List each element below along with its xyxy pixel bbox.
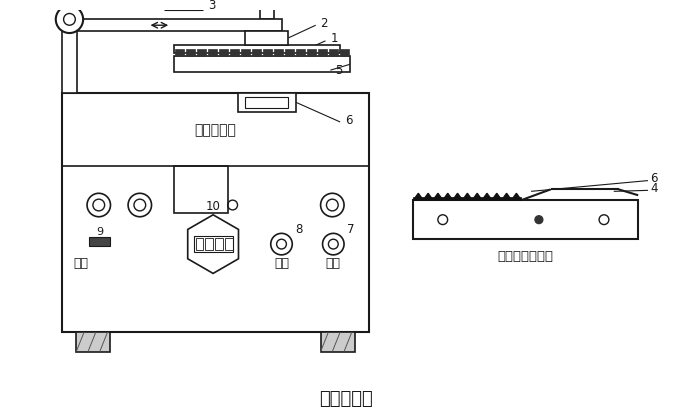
Bar [320,332,355,352]
Bar [340,49,349,56]
Bar [174,166,228,213]
Bar [296,49,305,56]
Bar [62,93,370,332]
Text: 7: 7 [347,223,354,236]
Text: 5: 5 [335,64,343,77]
Circle shape [535,216,543,223]
Bar [89,237,111,246]
Text: 1: 1 [330,32,338,45]
Polygon shape [472,193,482,200]
Polygon shape [443,193,453,200]
Bar [230,49,239,56]
Bar [62,19,78,93]
Polygon shape [462,193,472,200]
Bar [263,49,272,56]
Bar [241,49,250,56]
Polygon shape [482,193,492,200]
Polygon shape [433,193,443,200]
Bar [208,49,217,56]
Text: 织物起球仪: 织物起球仪 [319,389,373,407]
Polygon shape [453,193,462,200]
Text: 9: 9 [96,227,103,237]
Bar [252,49,261,56]
Polygon shape [492,193,502,200]
Bar [329,49,338,56]
Bar [174,45,340,52]
Text: 6: 6 [650,172,657,185]
Bar [246,97,289,108]
Bar [186,49,195,56]
Bar [237,93,296,112]
Bar [174,56,350,72]
Text: 8: 8 [295,223,303,236]
Bar [196,238,203,250]
Bar [246,31,289,45]
Bar [69,19,282,31]
Bar [318,49,327,56]
Bar [307,49,316,56]
Bar [219,49,228,56]
Text: 止反: 止反 [73,257,89,270]
Polygon shape [511,193,521,200]
Bar [76,332,111,352]
Text: 起动: 起动 [274,257,289,270]
Bar [194,236,233,252]
Polygon shape [502,193,511,200]
Text: 2: 2 [320,17,328,30]
Text: 3: 3 [208,0,216,12]
Bar [413,200,638,239]
Circle shape [56,6,83,33]
Polygon shape [424,193,433,200]
Text: 4: 4 [650,182,657,195]
Polygon shape [413,193,424,200]
Bar [413,197,521,200]
Text: 磨台的右侧视图: 磨台的右侧视图 [498,250,554,263]
Bar [215,238,223,250]
Text: 6: 6 [345,113,352,126]
Text: 停止: 停止 [326,257,340,270]
Bar [206,238,213,250]
Bar [225,238,233,250]
Bar [274,49,283,56]
Bar [175,49,184,56]
Bar [260,0,274,19]
Bar [197,49,206,56]
Text: 10: 10 [206,200,221,213]
Bar [285,49,294,56]
Text: 起毛起球仪: 起毛起球仪 [194,123,237,137]
